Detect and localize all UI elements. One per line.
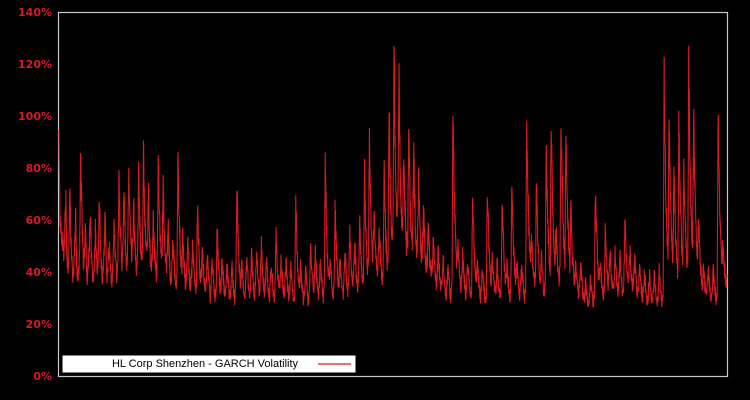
y-tick-label-120: 120% bbox=[18, 58, 52, 71]
y-tick-label-0: 0% bbox=[33, 370, 52, 383]
y-tick-label-20: 20% bbox=[26, 318, 52, 331]
y-tick-label-80: 80% bbox=[26, 162, 52, 175]
y-tick-label-60: 60% bbox=[26, 214, 52, 227]
plot-area bbox=[57, 11, 729, 378]
legend[interactable]: HL Corp Shenzhen - GARCH Volatility bbox=[62, 355, 356, 373]
y-tick-label-140: 140% bbox=[18, 6, 52, 19]
volatility-line-series bbox=[58, 45, 728, 308]
legend-label: HL Corp Shenzhen - GARCH Volatility bbox=[112, 358, 299, 370]
y-tick-label-40: 40% bbox=[26, 266, 52, 279]
y-axis-tick-labels: 140% 120% 100% 80% 60% 40% 20% 0% bbox=[18, 6, 52, 383]
legend-background bbox=[62, 355, 356, 373]
plot-border bbox=[57, 11, 729, 378]
y-tick-label-100: 100% bbox=[18, 110, 52, 123]
